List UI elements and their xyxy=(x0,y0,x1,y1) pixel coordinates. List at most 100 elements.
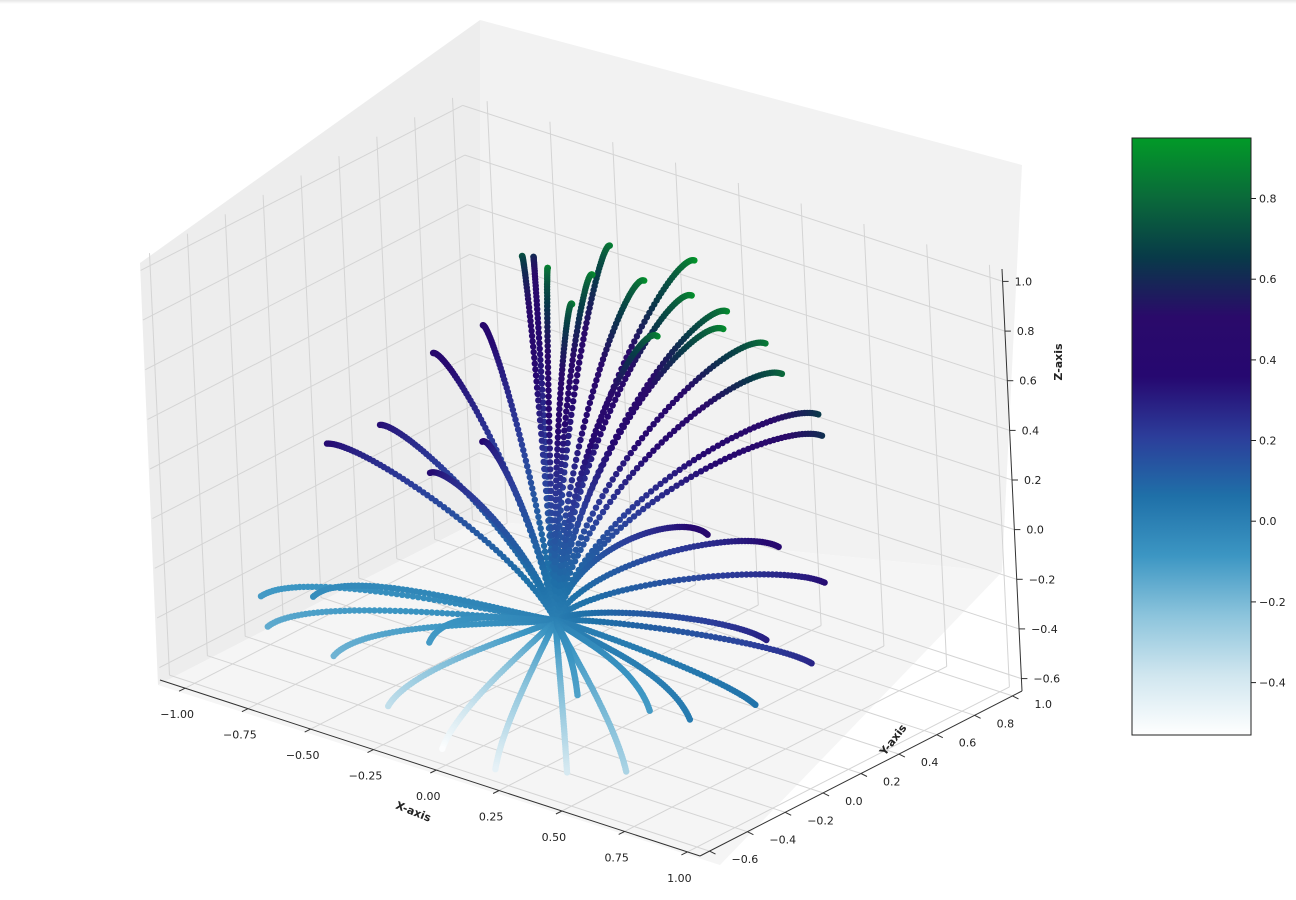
y-tick-mark xyxy=(784,811,792,816)
scatter-point xyxy=(554,434,562,441)
scatter-point xyxy=(600,461,607,468)
scatter-point xyxy=(330,652,337,660)
scatter-point xyxy=(610,493,618,500)
scatter-point xyxy=(642,456,649,463)
scatter-point xyxy=(599,356,607,363)
scatter-point xyxy=(572,384,579,392)
scatter-point xyxy=(554,446,561,453)
scatter-point xyxy=(581,417,589,425)
scatter-point xyxy=(646,707,653,714)
scatter-point xyxy=(539,451,547,458)
scatter-point xyxy=(574,691,581,699)
scatter-point xyxy=(593,377,600,384)
scatter-point xyxy=(537,423,544,431)
scatter-point xyxy=(582,325,589,332)
scatter-point xyxy=(670,627,677,634)
scatter-point xyxy=(545,393,552,400)
z-axis-label: Z-axis xyxy=(1052,343,1065,381)
scatter-point xyxy=(599,425,607,432)
scatter-point xyxy=(690,456,698,464)
scatter-point xyxy=(361,607,368,614)
z-tick-label: 0.2 xyxy=(1024,474,1042,487)
scatter-point xyxy=(459,611,466,618)
scatter-point xyxy=(658,412,665,419)
scatter-point xyxy=(650,421,657,428)
scatter-point xyxy=(580,541,587,548)
gridline-y-floor xyxy=(169,674,710,852)
scatter-point xyxy=(602,419,609,426)
scatter-point xyxy=(385,702,392,710)
scatter-point xyxy=(583,411,590,419)
scatter-point xyxy=(592,427,599,435)
scatter-point xyxy=(609,476,616,483)
scatter-point xyxy=(526,313,534,320)
gridline-z-left xyxy=(156,452,480,619)
scatter-point xyxy=(579,509,586,516)
scatter-point xyxy=(454,610,461,618)
scatter-point xyxy=(530,490,537,498)
scatter-point xyxy=(612,520,619,528)
scatter-point xyxy=(695,574,702,581)
scatter-point xyxy=(566,425,573,432)
x-tick-mark xyxy=(618,830,625,835)
scatter-point xyxy=(561,420,569,428)
scatter-point xyxy=(558,556,566,563)
scatter-point xyxy=(553,464,560,471)
scatter-point xyxy=(557,390,564,397)
scatter-point xyxy=(392,607,399,615)
scatter-point xyxy=(413,608,420,615)
scatter-point xyxy=(535,397,542,404)
scatter-point xyxy=(423,609,430,616)
scatter-point xyxy=(607,407,614,415)
scatter-point xyxy=(566,378,573,385)
scatter-point xyxy=(567,511,574,518)
scatter-point xyxy=(583,319,590,327)
scatter-point xyxy=(601,540,608,547)
scatter-point xyxy=(545,412,553,419)
scatter-point xyxy=(635,439,642,447)
scatter-point xyxy=(633,333,641,340)
scatter-point xyxy=(570,346,578,354)
scatter-point xyxy=(492,766,499,773)
scatter-point xyxy=(572,546,580,553)
scatter-point xyxy=(583,522,590,529)
scatter-point xyxy=(382,589,390,596)
scatter-point xyxy=(313,583,320,590)
z-tick-label: −0.2 xyxy=(1029,573,1056,586)
scatter-point xyxy=(535,329,542,336)
scatter-point xyxy=(583,535,590,542)
scatter-point xyxy=(433,609,441,616)
scatter-point xyxy=(644,502,652,509)
scatter-point xyxy=(589,388,597,395)
scatter-point xyxy=(551,551,558,559)
scatter-point xyxy=(513,421,520,428)
scatter-point xyxy=(588,393,595,401)
scatter-point xyxy=(697,468,705,475)
scatter-point xyxy=(586,516,593,523)
scatter-point xyxy=(580,336,587,343)
scatter-point xyxy=(605,536,612,543)
scatter-point xyxy=(709,445,717,452)
axis-lines xyxy=(159,268,1028,857)
y-tick-mark xyxy=(822,792,830,797)
scatter-point xyxy=(567,418,574,425)
scatter-point xyxy=(356,607,363,614)
scatter-point xyxy=(605,450,613,457)
scatter-point xyxy=(399,591,406,598)
x-tick-mark xyxy=(555,810,563,815)
scatter-point xyxy=(572,528,579,535)
scatter-point xyxy=(714,442,722,449)
scatter-point xyxy=(617,524,624,531)
y-tick-mark xyxy=(1012,695,1019,700)
scatter-point xyxy=(623,418,631,425)
scatter-point xyxy=(614,488,621,496)
scatter-point xyxy=(570,499,577,506)
scatter-point xyxy=(516,431,523,438)
scatter-point xyxy=(688,473,695,480)
scatter-point xyxy=(592,443,599,450)
scatter-point xyxy=(566,491,573,498)
scatter-point xyxy=(671,427,678,435)
scatter-point xyxy=(535,324,542,331)
scatter-point xyxy=(642,430,650,437)
colorbar-tick-label: −0.4 xyxy=(1259,677,1286,690)
